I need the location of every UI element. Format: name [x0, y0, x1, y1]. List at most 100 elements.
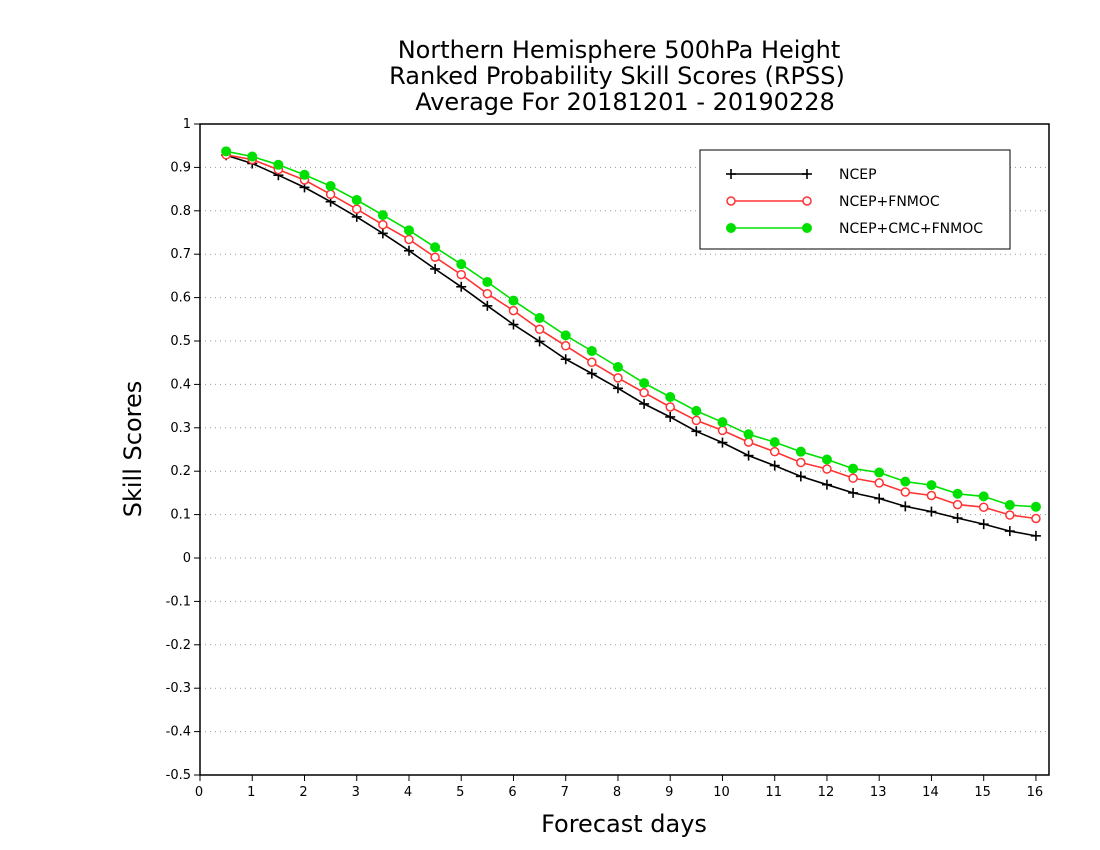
data-point-ncep-cmc-fnmoc — [534, 312, 545, 323]
data-point-ncep — [717, 437, 728, 448]
data-point-ncep-fnmoc — [665, 402, 675, 412]
data-point-ncep-cmc-fnmoc — [430, 242, 441, 253]
series-line-ncep — [225, 154, 1037, 537]
data-point-ncep-cmc-fnmoc — [351, 194, 362, 205]
data-point-ncep-cmc-fnmoc — [900, 476, 911, 487]
data-point-ncep — [534, 336, 545, 347]
data-point-ncep — [508, 319, 519, 330]
data-point-ncep — [456, 281, 467, 292]
legend: NCEP NCEP+FNMOC NCEP+CMC+FNMOC — [699, 149, 1011, 250]
x-tick-label: 14 — [922, 785, 939, 800]
data-point-ncep-fnmoc — [691, 415, 702, 426]
x-tick-label: 16 — [1027, 785, 1044, 800]
plot-frame — [199, 123, 1050, 776]
data-point-ncep — [1004, 526, 1015, 537]
data-point-ncep-cmc-fnmoc — [403, 225, 414, 236]
data-point-ncep-fnmoc — [717, 425, 728, 436]
data-point-ncep — [430, 263, 441, 274]
data-point-ncep-cmc-fnmoc — [377, 210, 388, 221]
data-point-ncep-fnmoc — [743, 437, 754, 447]
y-tick-label: 0.5 — [170, 334, 191, 349]
data-point-ncep-cmc-fnmoc — [874, 467, 885, 478]
legend-marker — [726, 223, 736, 233]
series-ncep-cmc-fnmoc — [221, 146, 1041, 512]
data-point-ncep-cmc-fnmoc — [247, 151, 258, 162]
data-point-ncep — [795, 471, 806, 482]
y-tick-label: 0.6 — [170, 291, 191, 306]
data-point-ncep-fnmoc — [587, 357, 597, 368]
y-tick-label: -0.3 — [166, 681, 191, 696]
data-point-ncep-cmc-fnmoc — [508, 295, 519, 306]
data-point-ncep-fnmoc — [404, 234, 414, 245]
legend-label: NCEP+CMC+FNMOC — [839, 221, 983, 237]
data-point-ncep — [978, 519, 989, 530]
data-point-ncep-fnmoc — [978, 502, 989, 512]
x-tick-label: 0 — [195, 785, 203, 800]
x-tick-label: 1 — [247, 785, 255, 800]
data-point-ncep — [665, 411, 676, 422]
y-tick-label: -0.4 — [166, 725, 191, 740]
x-tick-label: 3 — [352, 785, 360, 800]
legend-item-ncep-cmc-fnmoc: NCEP+CMC+FNMOC — [726, 221, 983, 237]
data-point-ncep-cmc-fnmoc — [1030, 501, 1041, 512]
x-axis-label: Forecast days — [541, 810, 707, 838]
data-point-ncep-fnmoc — [1005, 510, 1015, 520]
data-point-ncep — [403, 245, 414, 256]
y-tick-label: 0.8 — [170, 204, 191, 219]
legend-marker — [802, 196, 812, 206]
data-point-ncep — [848, 487, 859, 498]
x-tick-label: 4 — [404, 785, 412, 800]
x-tick-label: 12 — [818, 785, 835, 800]
x-tick-label: 15 — [974, 785, 991, 800]
legend-item-ncep-fnmoc: NCEP+FNMOC — [726, 194, 940, 210]
data-point-ncep-cmc-fnmoc — [482, 276, 493, 287]
legend-item-ncep: NCEP — [726, 167, 877, 183]
data-point-ncep — [874, 493, 885, 504]
x-tick-label: 5 — [456, 785, 464, 800]
data-point-ncep-fnmoc — [430, 252, 440, 262]
data-point-ncep — [377, 228, 388, 239]
axes: 1 0.9 0.8 0.7 0.6 0.5 0.4 0.3 0.2 0.1 0 -0.1 -0.2 -0.… — [166, 117, 1050, 800]
x-tick-label: 13 — [870, 785, 887, 800]
grid-lines — [200, 166, 1049, 733]
data-point-ncep-cmc-fnmoc — [586, 345, 597, 356]
x-tick-label: 2 — [299, 785, 307, 800]
data-point-ncep — [482, 300, 493, 311]
data-point-ncep — [821, 479, 832, 490]
data-point-ncep — [926, 506, 937, 517]
y-tick-label: 1 — [183, 117, 191, 132]
title-line-1: Northern Hemisphere 500hPa Height — [398, 36, 841, 64]
x-tick-label: 6 — [508, 785, 516, 800]
y-tick-label: 0.9 — [170, 160, 191, 175]
data-point-ncep — [900, 501, 911, 512]
data-point-ncep-cmc-fnmoc — [978, 491, 989, 502]
data-point-ncep-cmc-fnmoc — [691, 405, 702, 416]
data-point-ncep-cmc-fnmoc — [952, 488, 963, 499]
data-point-ncep-cmc-fnmoc — [743, 429, 754, 440]
legend-marker — [802, 223, 812, 233]
x-tick-label: 11 — [765, 785, 782, 800]
legend-marker — [726, 169, 736, 179]
data-point-ncep-fnmoc — [456, 269, 466, 280]
data-point-ncep-fnmoc — [639, 387, 649, 398]
data-point-ncep-cmc-fnmoc — [717, 417, 728, 428]
data-point-ncep-cmc-fnmoc — [769, 437, 780, 448]
data-point-ncep-fnmoc — [378, 219, 388, 230]
data-point-ncep-cmc-fnmoc — [1004, 500, 1015, 511]
series-ncep-fnmoc — [221, 150, 1041, 524]
data-point-ncep — [612, 383, 623, 394]
data-point-ncep-fnmoc — [351, 204, 362, 214]
data-point-ncep-fnmoc — [534, 324, 545, 335]
data-point-ncep-cmc-fnmoc — [299, 169, 310, 180]
data-point-ncep — [769, 460, 780, 471]
y-tick-label: 0.4 — [170, 377, 191, 392]
legend-marker — [726, 196, 736, 206]
legend-label: NCEP — [839, 167, 877, 183]
x-tick-label: 7 — [561, 785, 569, 800]
y-tick-label: 0 — [183, 551, 191, 566]
y-tick-label: -0.1 — [166, 594, 191, 609]
data-point-ncep — [639, 398, 650, 409]
data-point-ncep-fnmoc — [822, 464, 832, 474]
data-point-ncep-fnmoc — [560, 341, 571, 351]
